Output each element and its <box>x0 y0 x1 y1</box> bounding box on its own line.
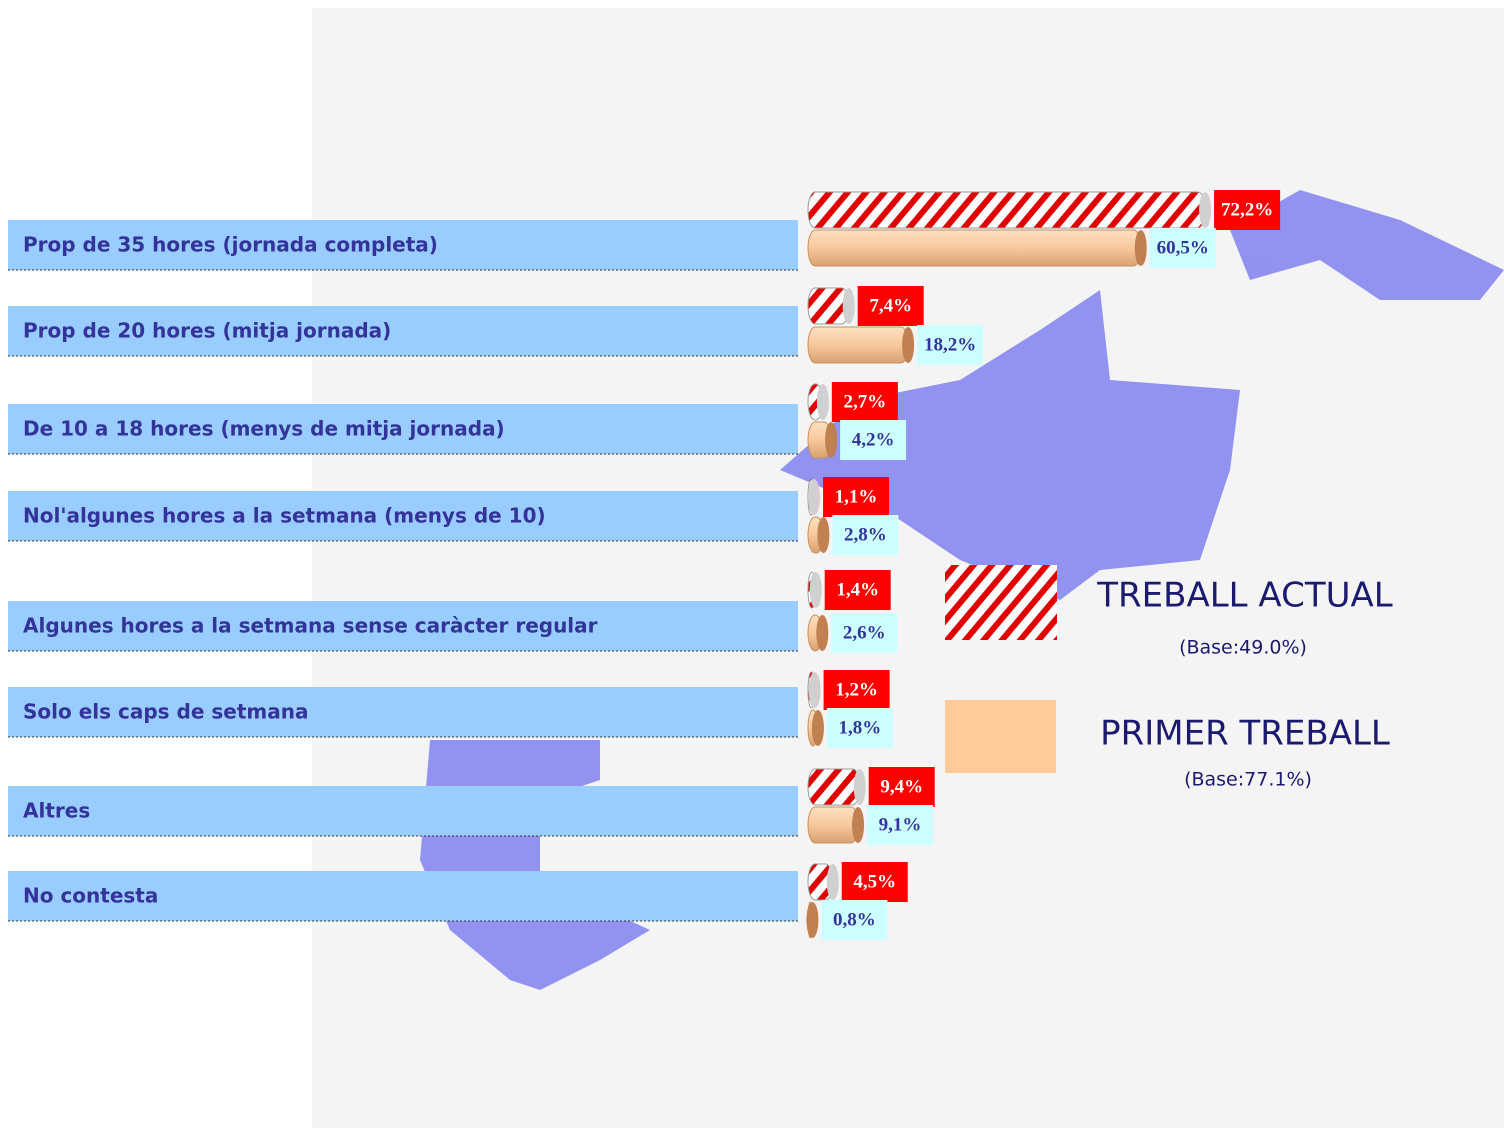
bar-end <box>817 384 829 420</box>
bar <box>808 807 858 843</box>
bar-end <box>810 572 822 608</box>
bar-end <box>854 769 866 805</box>
legend-base: (Base:49.0%) <box>1179 637 1307 659</box>
legend-swatch <box>945 565 1057 640</box>
legend-label: TREBALL ACTUAL <box>1096 576 1392 616</box>
value-label: 0,8% <box>833 909 876 930</box>
value-label: 4,2% <box>852 429 895 450</box>
bar-end <box>812 710 824 746</box>
bar <box>808 230 1141 266</box>
category-label: No contesta <box>23 884 158 908</box>
category-label: Prop de 35 hores (jornada completa) <box>23 233 438 257</box>
bar-end <box>1135 230 1147 266</box>
value-label: 1,4% <box>836 579 879 600</box>
value-label: 60,5% <box>1157 237 1209 258</box>
bar-end <box>806 902 818 938</box>
bar-end <box>817 517 829 553</box>
bar-end <box>902 327 914 363</box>
value-label: 1,2% <box>835 679 878 700</box>
value-label: 18,2% <box>924 334 976 355</box>
legend-label: PRIMER TREBALL <box>1100 714 1390 754</box>
bar <box>808 769 860 805</box>
value-label: 2,6% <box>843 622 886 643</box>
category-label: Solo els caps de setmana <box>23 700 308 724</box>
chart: Prop de 35 hores (jornada completa) 72,2%… <box>0 0 1504 1128</box>
value-label: 1,8% <box>839 717 882 738</box>
value-label: 7,4% <box>869 295 912 316</box>
category-label: Altres <box>23 799 90 823</box>
value-label: 2,7% <box>843 391 886 412</box>
bar-end <box>816 615 828 651</box>
bar-end <box>827 864 839 900</box>
bar-end <box>808 479 820 515</box>
legend-base: (Base:77.1%) <box>1184 769 1312 791</box>
bar-end <box>852 807 864 843</box>
bar-end <box>825 422 837 458</box>
category-label: Algunes hores a la setmana sense caràcte… <box>23 614 598 638</box>
value-label: 72,2% <box>1221 199 1273 220</box>
category-box <box>8 786 798 836</box>
value-label: 9,4% <box>880 776 923 797</box>
value-label: 4,5% <box>853 871 896 892</box>
bar <box>808 192 1205 228</box>
bar-end <box>809 672 821 708</box>
value-label: 9,1% <box>879 814 922 835</box>
category-label: Prop de 20 hores (mitja jornada) <box>23 319 391 343</box>
bar <box>808 288 849 324</box>
value-label: 2,8% <box>844 524 887 545</box>
bar-end <box>1199 192 1211 228</box>
category-label: Nol'algunes hores a la setmana (menys de… <box>23 504 546 528</box>
bar <box>808 327 908 363</box>
bar-end <box>843 288 855 324</box>
category-label: De 10 a 18 hores (menys de mitja jornada… <box>23 417 505 441</box>
value-label: 1,1% <box>835 486 878 507</box>
legend-swatch <box>945 700 1056 773</box>
